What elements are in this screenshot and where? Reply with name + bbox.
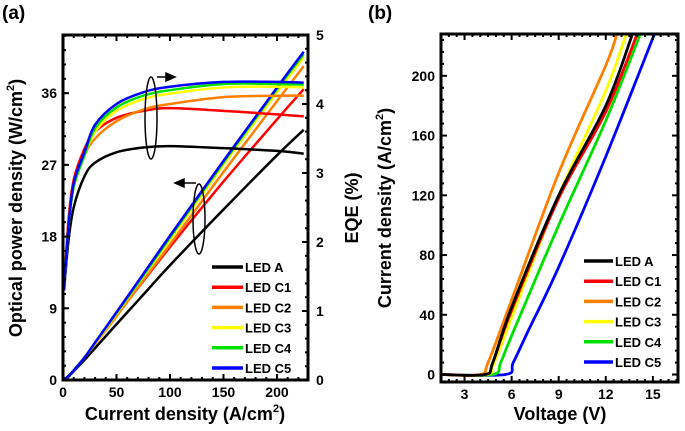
chart-a-ytick-label: 9 — [49, 300, 57, 316]
chart-b-xtick-label: 12 — [598, 386, 614, 402]
chart-a-xtick-label: 0 — [59, 384, 67, 400]
chart-a-xtick-label: 100 — [158, 384, 182, 400]
chart-a-y2tick-label: 5 — [316, 27, 324, 43]
chart-a-xtick-label: 200 — [265, 384, 289, 400]
chart-a-legend-label: LED C1 — [245, 280, 291, 295]
chart-b-ytick-label: 120 — [412, 187, 436, 203]
chart-b-plot-frame — [439, 32, 680, 384]
chart-b-xtick-label: 6 — [508, 386, 516, 402]
chart-b-legend-label: LED C1 — [615, 274, 661, 289]
chart-a-xtick-label: 150 — [212, 384, 236, 400]
chart-a-y2tick-label: 2 — [316, 234, 324, 250]
chart-b-series-group — [442, 34, 656, 377]
eqe-line-led-c5 — [63, 80, 304, 291]
chart-a-legend-label: LED C2 — [245, 300, 291, 315]
power-line-led-c5 — [63, 50, 305, 380]
chart-a-legend-label: LED C5 — [245, 361, 291, 376]
chart-a-legend-label: LED A — [245, 260, 284, 275]
chart-b-ylabel: Current density (A/cm2) — [374, 108, 395, 308]
annotation-eqe-arrow — [144, 71, 177, 160]
jv-line-led-c3 — [442, 34, 628, 377]
chart-a-legend-label: LED C3 — [245, 321, 291, 336]
chart-a-series-group — [63, 50, 305, 380]
chart-b: 3 6 9 12 15 0 40 80 120 160 200 LED A LED C1 LED C2 LE… — [412, 32, 680, 402]
chart-a-ytick-label: 0 — [49, 372, 57, 388]
chart-a-ylabel: Optical power density (W/cm2) — [5, 79, 26, 337]
jv-line-led-c2 — [442, 34, 619, 377]
jv-line-led-c4 — [442, 34, 642, 377]
chart-b-legend-label: LED C5 — [615, 355, 661, 370]
chart-b-xtick-label: 9 — [555, 386, 563, 402]
chart-a-xlabel: Current density (A/cm2) — [85, 403, 285, 424]
chart-b-legend-label: LED C3 — [615, 315, 661, 330]
chart-a-y2label: EQE (%) — [342, 172, 362, 243]
chart-a-legend-label: LED C4 — [245, 341, 292, 356]
chart-a-y2tick-label: 1 — [316, 303, 324, 319]
chart-b-ytick-label: 40 — [419, 307, 435, 323]
chart-b-ytick-label: 200 — [412, 68, 436, 84]
annotation-power-arrow — [173, 177, 206, 255]
chart-a-y2tick-label: 4 — [316, 96, 324, 112]
jv-line-led-c5 — [442, 34, 656, 377]
chart-b-legend-label: LED C4 — [615, 335, 662, 350]
chart-a-ytick-label: 18 — [41, 229, 57, 245]
chart-b-ytick-label: 0 — [427, 367, 435, 383]
chart-b-ytick-label: 160 — [412, 128, 436, 144]
chart-a-y2tick-label: 0 — [316, 372, 324, 388]
chart-a-ytick-label: 27 — [41, 157, 57, 173]
eqe-line-led-a — [63, 144, 304, 291]
chart-b-xtick-label: 15 — [645, 386, 661, 402]
chart-a-ytick-label: 36 — [41, 85, 57, 101]
chart-b-legend-label: LED A — [615, 254, 654, 269]
chart-a: 0 50 100 150 200 0 9 18 27 36 0 1 2 3 4 5 LED A LED C1 LED… — [41, 27, 324, 400]
panel-label-a: (a) — [2, 3, 25, 24]
jv-line-led-a — [442, 34, 634, 377]
panel-label-b: (b) — [368, 3, 392, 24]
chart-b-ytick-label: 80 — [419, 247, 435, 263]
chart-b-xlabel: Voltage (V) — [514, 404, 607, 424]
chart-a-y2tick-label: 3 — [316, 165, 324, 181]
chart-a-xtick-label: 50 — [109, 384, 125, 400]
chart-b-legend-label: LED C2 — [615, 294, 661, 309]
chart-b-xtick-label: 3 — [461, 386, 469, 402]
